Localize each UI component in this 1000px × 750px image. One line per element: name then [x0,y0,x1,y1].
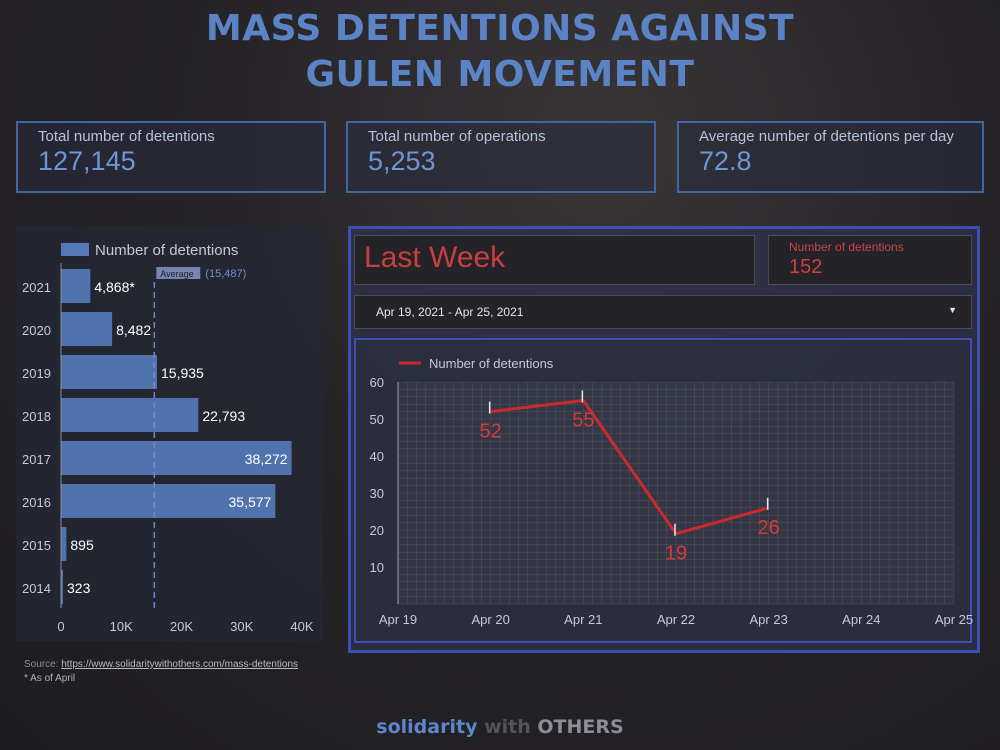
kpi-label: Average number of detentions per day [699,128,954,145]
brand-logo: solidarity with OTHERS [0,716,1000,738]
data-label: 8,482 [116,322,151,338]
data-label: 35,577 [229,494,272,510]
title-line-1: MASS DETENTIONS AGAINST [205,8,795,49]
kpi-average-per-day: Average number of detentions per day 72.… [677,121,984,193]
x-tick-label: 0 [57,619,64,634]
data-label: 4,868* [94,279,135,295]
x-tick-label: 40K [290,619,313,634]
legend-swatch [61,243,89,256]
category-label: 2021 [22,280,51,295]
category-label: 2014 [22,581,51,596]
kpi-total-operations: Total number of operations 5,253 [346,121,656,193]
category-label: 2018 [22,409,51,424]
bar [61,484,276,518]
bar [61,355,158,389]
average-value: (15,487) [205,268,246,280]
kpi-value: 5,253 [368,146,436,176]
brand-part-1: solidarity [376,716,478,738]
data-label: 15,935 [161,365,204,381]
category-label: 2019 [22,366,51,381]
bar [61,269,91,303]
category-label: 2015 [22,538,51,553]
data-label: 323 [67,580,91,596]
average-tag [156,267,201,279]
caret-down-icon[interactable]: ▼ [948,305,957,315]
data-label: 895 [70,537,94,553]
kpi-value: 72.8 [699,146,752,176]
bar [61,398,199,432]
last-week-count-box: Number of detentions 152 [768,235,972,285]
legend-label: Number of detentions [95,242,238,259]
bar [61,527,67,561]
daily-line-chart-panel [354,338,972,643]
source-link[interactable]: https://www.solidaritywithothers.com/mas… [61,659,299,670]
bar [61,441,292,475]
source-prefix: Source: [24,659,62,670]
bar [61,312,113,346]
x-tick-label: 20K [170,619,193,634]
date-range-text: Apr 19, 2021 - Apr 25, 2021 [376,305,524,319]
last-week-count-value: 152 [789,256,823,278]
x-tick-label: 30K [230,619,253,634]
kpi-value: 127,145 [38,146,136,176]
bar [61,570,63,604]
kpi-label: Total number of operations [368,128,546,145]
page-title: MASS DETENTIONS AGAINST GULEN MOVEMENT [0,6,1000,98]
brand-part-2: with [477,716,538,738]
brand-part-3: OTHERS [537,716,624,738]
category-label: 2020 [22,323,51,338]
footnote: * As of April [24,673,76,684]
last-week-count-label: Number of detentions [789,240,904,254]
category-label: 2016 [22,495,51,510]
x-tick-label: 10K [110,619,133,634]
category-label: 2017 [22,452,51,467]
kpi-total-detentions: Total number of detentions 127,145 [16,121,326,193]
data-label: 22,793 [202,408,245,424]
average-label: Average [160,269,193,279]
kpi-label: Total number of detentions [38,128,215,145]
data-label: 38,272 [245,451,288,467]
source-line: Source: https://www.solidaritywithothers… [24,659,298,670]
last-week-title: Last Week [364,241,506,274]
title-line-2: GULEN MOVEMENT [305,54,695,95]
date-range-selector[interactable]: Apr 19, 2021 - Apr 25, 2021 ▼ [354,295,972,329]
last-week-title-box: Last Week [354,235,755,285]
